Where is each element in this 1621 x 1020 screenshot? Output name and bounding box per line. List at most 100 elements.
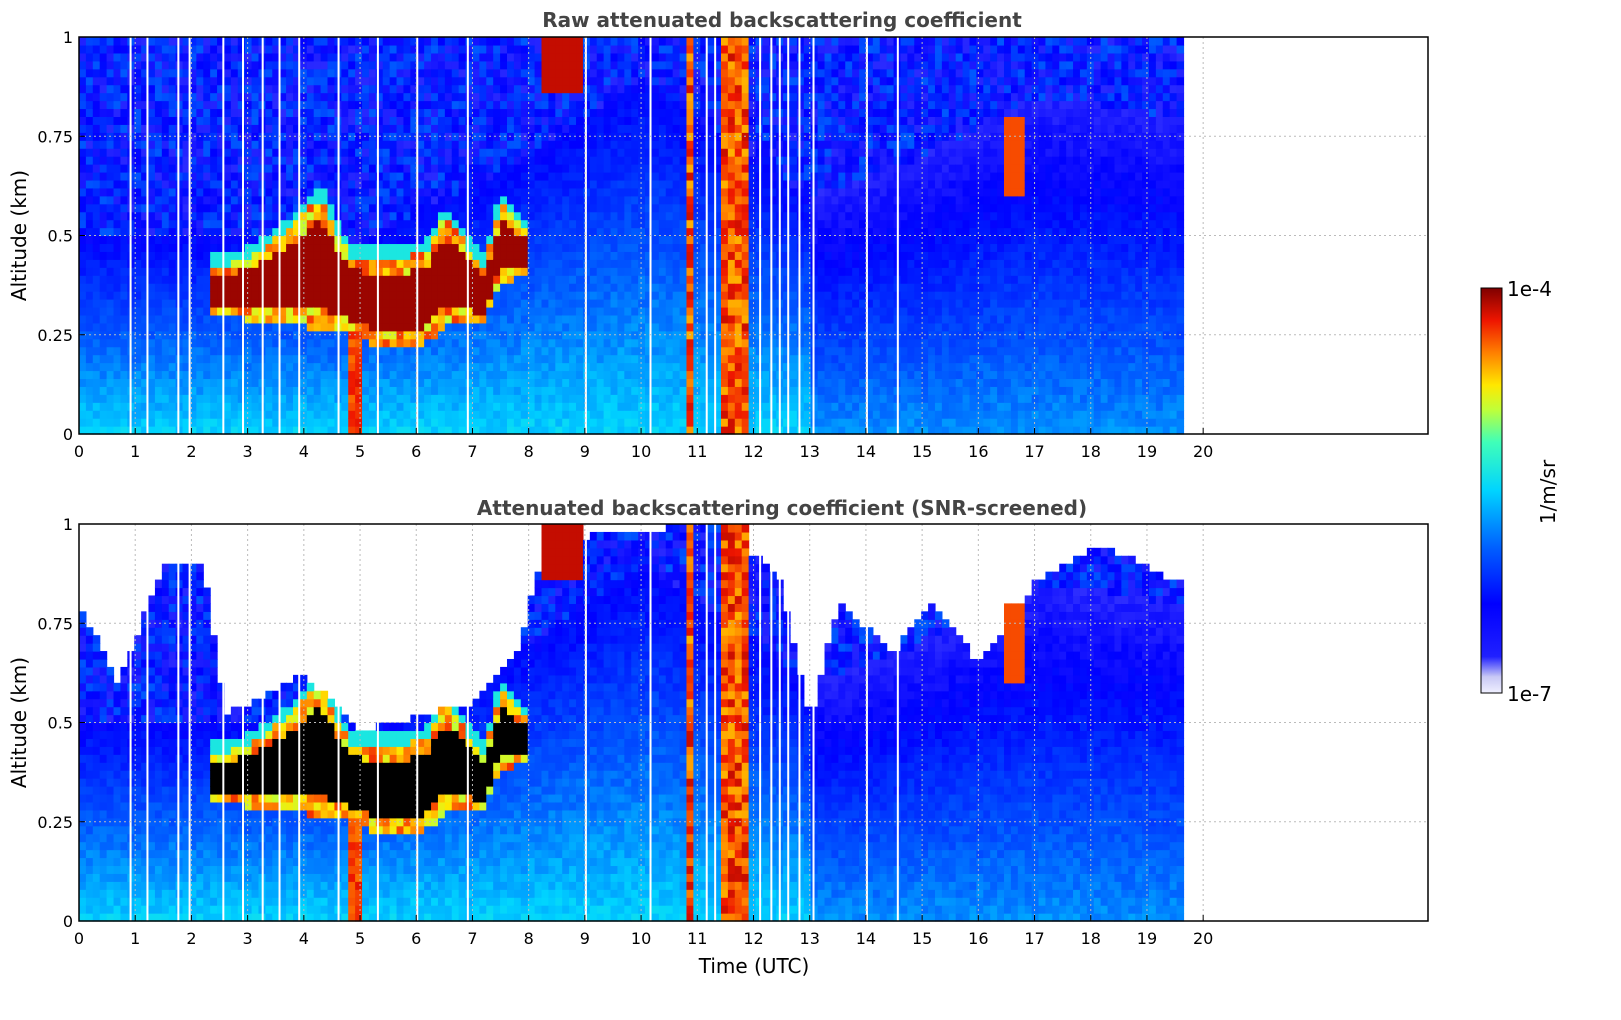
heatmap-cell: [727, 140, 736, 149]
heatmap-cell: [748, 251, 757, 260]
heatmap-cell: [313, 243, 322, 252]
heatmap-cell: [465, 283, 474, 292]
heatmap-cell: [203, 299, 211, 308]
heatmap-cell: [168, 37, 177, 46]
heatmap-cell: [368, 211, 377, 221]
heatmap-cell: [237, 124, 246, 133]
heatmap-cell: [355, 394, 363, 403]
heatmap-cell: [134, 164, 142, 173]
heatmap-cell: [555, 426, 563, 435]
heatmap-cell: [382, 219, 391, 229]
heatmap-cell: [714, 60, 722, 70]
heatmap-cell: [734, 418, 743, 427]
heatmap-cell: [500, 171, 508, 181]
heatmap-cell: [148, 52, 156, 62]
heatmap-cell: [92, 386, 101, 395]
heatmap-cell: [624, 132, 632, 141]
heatmap-cell: [355, 354, 363, 364]
heatmap-cell: [161, 211, 170, 221]
heatmap-cell: [154, 148, 163, 157]
heatmap-cell: [631, 338, 639, 348]
heatmap-cell: [658, 410, 667, 419]
heatmap-cell: [154, 426, 163, 435]
heatmap-cell: [458, 426, 467, 435]
heatmap-cell: [548, 267, 556, 276]
heatmap-cell: [182, 148, 191, 157]
heatmap-cell: [389, 362, 398, 372]
heatmap-cell: [161, 386, 170, 395]
heatmap-cell: [500, 179, 508, 189]
heatmap-cell: [120, 394, 128, 403]
heatmap-cell: [113, 354, 122, 364]
heatmap-cell: [348, 52, 356, 62]
heatmap-cell: [175, 259, 184, 268]
heatmap-cell: [161, 164, 170, 173]
heatmap-cell: [638, 100, 646, 110]
heatmap-cell: [596, 219, 605, 229]
heatmap-cell: [306, 187, 315, 197]
heatmap-cell: [665, 322, 674, 332]
heatmap-cell: [161, 291, 170, 300]
heatmap-cell: [382, 84, 391, 94]
heatmap-cell: [451, 267, 460, 276]
heatmap-cell: [541, 187, 550, 197]
heatmap-cell: [576, 44, 584, 54]
heatmap-cell: [189, 306, 197, 316]
heatmap-cell: [589, 275, 598, 284]
heatmap-cell: [168, 243, 177, 252]
heatmap-cell: [651, 203, 660, 213]
heatmap-cell: [265, 68, 273, 78]
heatmap-cell: [168, 60, 177, 70]
heatmap-cell: [230, 426, 239, 435]
heatmap-cell: [362, 386, 370, 395]
heatmap-cell: [458, 37, 467, 46]
heatmap-cell: [617, 179, 625, 189]
heatmap-cell: [700, 402, 708, 411]
heatmap-cell: [92, 52, 101, 62]
heatmap-cell: [714, 299, 722, 308]
heatmap-cell: [168, 100, 177, 110]
heatmap-cell: [631, 164, 639, 173]
heatmap-cell: [720, 124, 729, 133]
heatmap-cell: [85, 37, 94, 46]
heatmap-cell: [106, 283, 115, 292]
heatmap-cell: [727, 322, 736, 332]
heatmap-cell: [348, 275, 356, 284]
heatmap-cell: [437, 338, 446, 348]
heatmap-cell: [424, 68, 432, 78]
heatmap-cell: [362, 426, 370, 435]
heatmap-cell: [500, 52, 508, 62]
heatmap-cell: [693, 346, 701, 356]
heatmap-cell: [161, 243, 170, 252]
heatmap-cell: [148, 140, 156, 149]
heatmap-cell: [596, 76, 605, 86]
heatmap-cell: [686, 60, 694, 70]
heatmap-cell: [265, 370, 273, 380]
heatmap-cell: [375, 267, 384, 276]
heatmap-cell: [161, 84, 170, 94]
heatmap-cell: [279, 60, 287, 70]
heatmap-cell: [693, 100, 701, 110]
heatmap-cell: [293, 235, 301, 245]
heatmap-cell: [410, 362, 418, 372]
heatmap-cell: [610, 124, 619, 133]
heatmap-cell: [389, 60, 398, 70]
heatmap-cell: [734, 187, 743, 197]
heatmap-cell: [313, 116, 322, 125]
heatmap-cell: [223, 164, 232, 173]
heatmap-cell: [520, 322, 529, 332]
heatmap-cell: [306, 52, 315, 62]
heatmap-cell: [500, 299, 508, 308]
heatmap-cell: [196, 410, 204, 419]
heatmap-cell: [569, 275, 577, 284]
heatmap-cell: [210, 68, 218, 78]
heatmap-cell: [431, 52, 439, 62]
heatmap-cell: [555, 76, 563, 86]
heatmap-cell: [286, 322, 294, 332]
heatmap-cell: [665, 100, 674, 110]
heatmap-cell: [313, 148, 322, 157]
heatmap-cell: [431, 100, 439, 110]
heatmap-cell: [134, 370, 142, 380]
heatmap-cell: [182, 418, 191, 427]
heatmap-cell: [251, 140, 260, 149]
